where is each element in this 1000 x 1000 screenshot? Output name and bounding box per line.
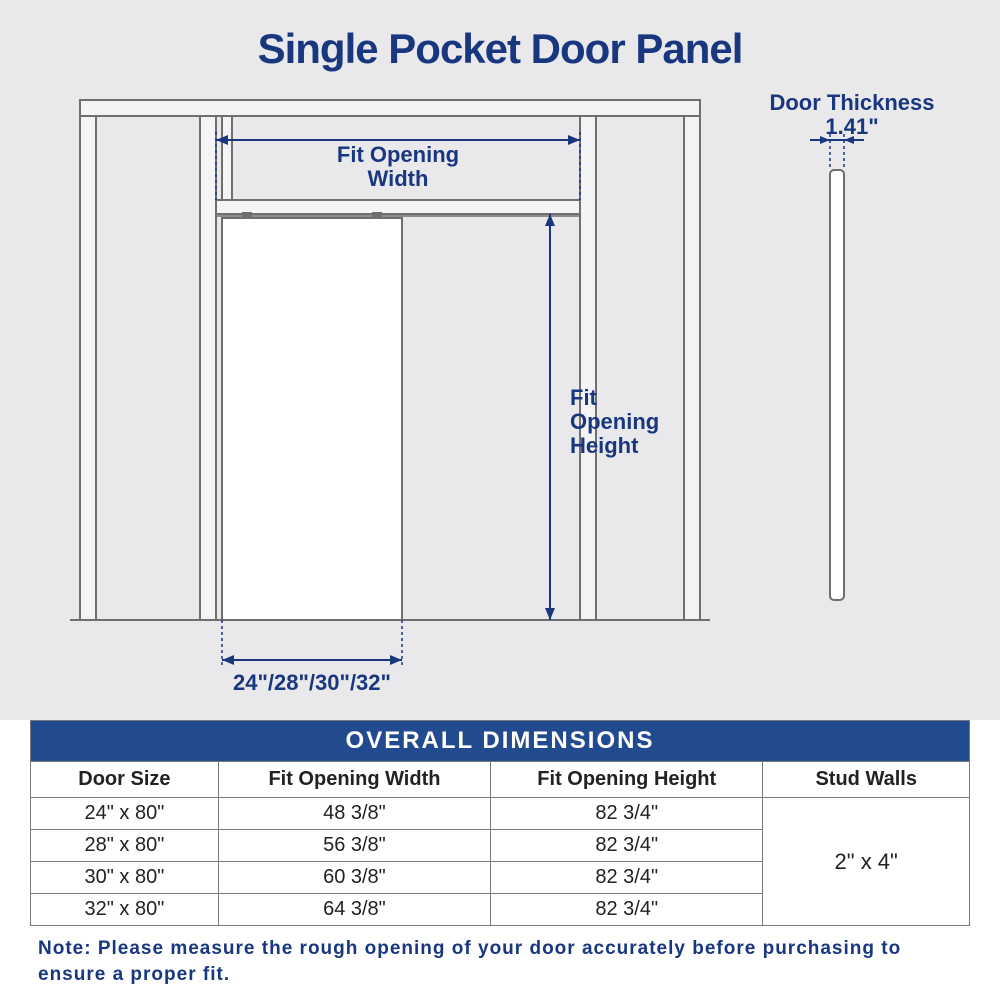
table-cell: 48 3/8" bbox=[218, 798, 490, 830]
svg-text:Height: Height bbox=[570, 433, 639, 458]
table-header: OVERALL DIMENSIONS bbox=[31, 721, 970, 762]
table-cell: 82 3/4" bbox=[491, 894, 763, 926]
table-column-header: Door Size bbox=[31, 762, 219, 798]
table-cell: 82 3/4" bbox=[491, 798, 763, 830]
table-cell: 82 3/4" bbox=[491, 830, 763, 862]
svg-text:1.41": 1.41" bbox=[825, 114, 878, 139]
table-column-header: Fit Opening Height bbox=[491, 762, 763, 798]
diagram-area: Single Pocket Door Panel Fit OpeningWidt… bbox=[0, 0, 1000, 720]
stud-walls-cell: 2" x 4" bbox=[763, 798, 970, 926]
table-cell: 56 3/8" bbox=[218, 830, 490, 862]
svg-text:Fit: Fit bbox=[570, 385, 598, 410]
table-cell: 82 3/4" bbox=[491, 862, 763, 894]
table-cell: 64 3/8" bbox=[218, 894, 490, 926]
table-area: OVERALL DIMENSIONS Door SizeFit Opening … bbox=[0, 720, 1000, 987]
table-cell: 30" x 80" bbox=[31, 862, 219, 894]
svg-text:Opening: Opening bbox=[570, 409, 659, 434]
svg-text:24"/28"/30"/32": 24"/28"/30"/32" bbox=[233, 670, 391, 695]
table-cell: 60 3/8" bbox=[218, 862, 490, 894]
table-column-header: Fit Opening Width bbox=[218, 762, 490, 798]
svg-text:Width: Width bbox=[368, 166, 429, 191]
note-text: Note: Please measure the rough opening o… bbox=[30, 936, 970, 987]
table-cell: 24" x 80" bbox=[31, 798, 219, 830]
table-row: 24" x 80"48 3/8"82 3/4"2" x 4" bbox=[31, 798, 970, 830]
diagram-svg: Fit OpeningWidth FitOpeningHeight 24"/28"/… bbox=[0, 0, 1000, 720]
table-column-header: Stud Walls bbox=[763, 762, 970, 798]
dimensions-table: OVERALL DIMENSIONS Door SizeFit Opening … bbox=[30, 720, 970, 926]
svg-text:Door Thickness: Door Thickness bbox=[769, 90, 934, 115]
table-cell: 28" x 80" bbox=[31, 830, 219, 862]
table-cell: 32" x 80" bbox=[31, 894, 219, 926]
svg-text:Fit Opening: Fit Opening bbox=[337, 142, 459, 167]
